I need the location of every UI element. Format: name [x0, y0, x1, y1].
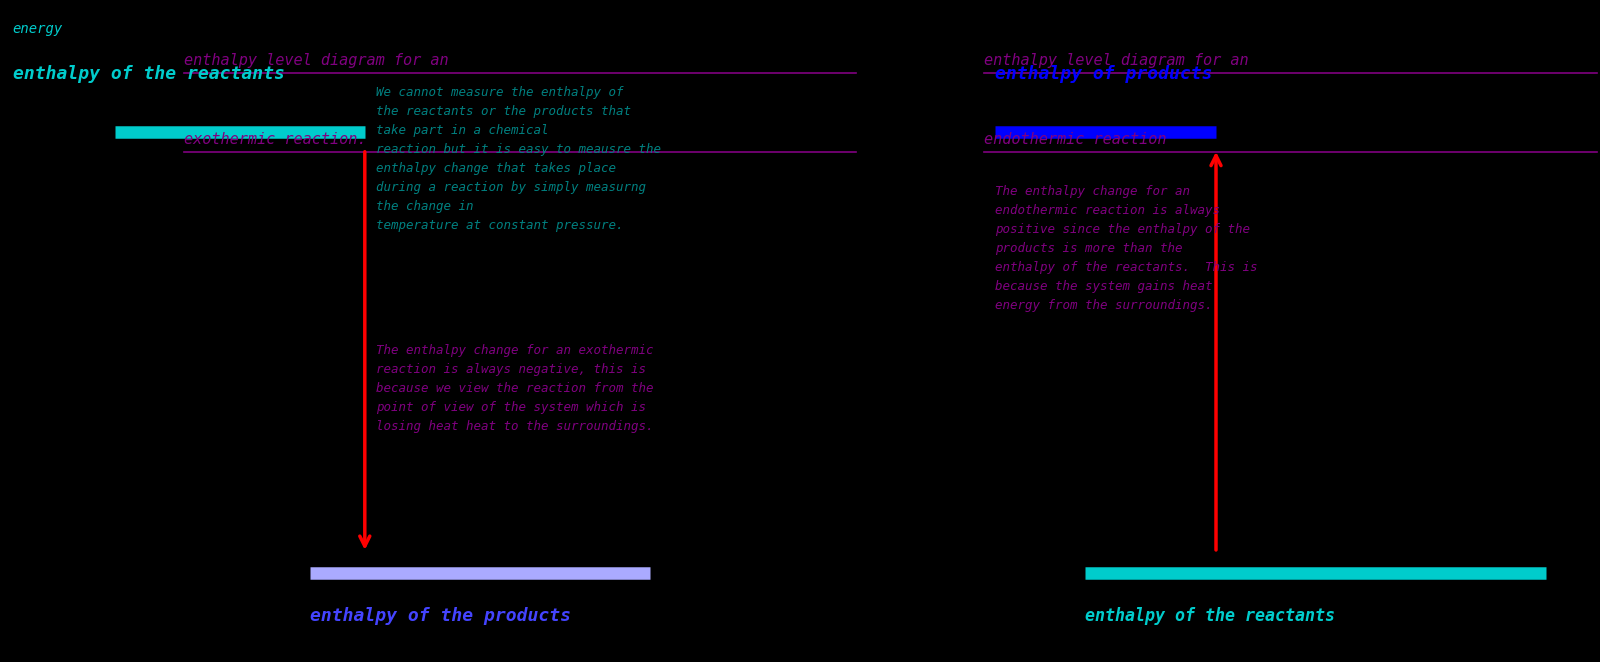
Text: We cannot measure the enthalpy of
the reactants or the products that
take part i: We cannot measure the enthalpy of the re…	[376, 86, 661, 232]
Text: endothermic reaction: endothermic reaction	[984, 132, 1166, 148]
Text: enthalpy of the reactants: enthalpy of the reactants	[1085, 607, 1334, 625]
Text: enthalpy level diagram for an: enthalpy level diagram for an	[984, 53, 1248, 68]
Text: enthalpy of the reactants: enthalpy of the reactants	[13, 66, 285, 83]
Text: enthalpy level diagram for an: enthalpy level diagram for an	[184, 53, 448, 68]
Text: The enthalpy change for an
endothermic reaction is always
positive since the ent: The enthalpy change for an endothermic r…	[995, 185, 1258, 312]
Text: energy: energy	[13, 22, 62, 36]
Text: enthalpy of the products: enthalpy of the products	[310, 607, 571, 625]
Text: The enthalpy change for an exothermic
reaction is always negative, this is
becau: The enthalpy change for an exothermic re…	[376, 344, 653, 433]
Text: exothermic reaction.: exothermic reaction.	[184, 132, 366, 148]
Text: enthalpy of products: enthalpy of products	[995, 66, 1213, 83]
